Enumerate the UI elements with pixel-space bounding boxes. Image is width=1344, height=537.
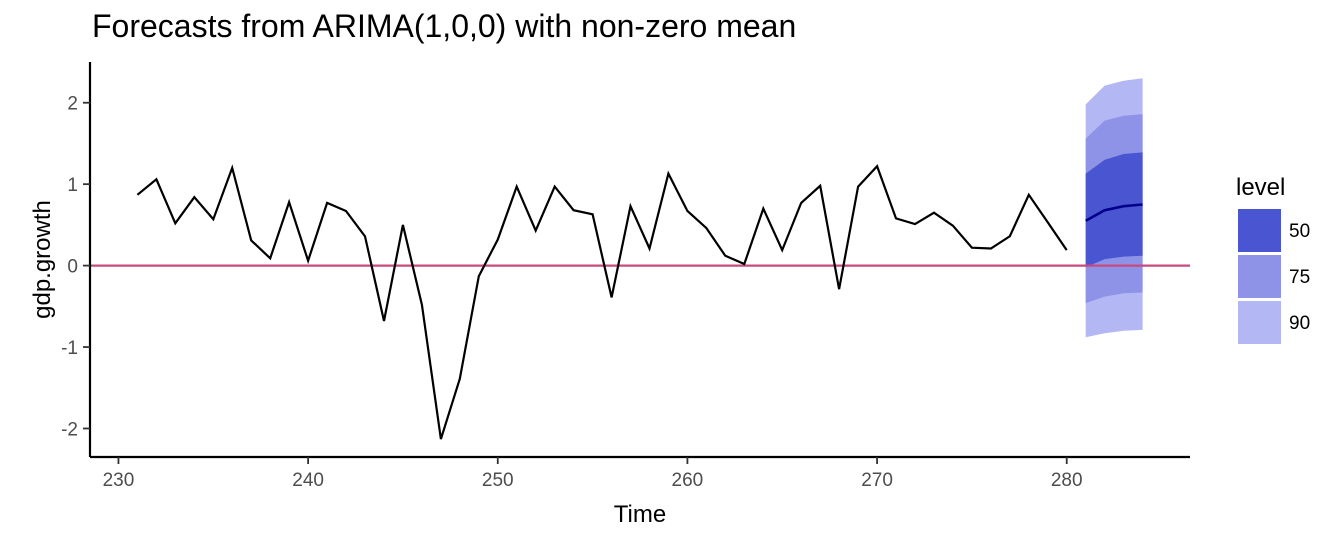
y-tick-label: 1 <box>67 175 78 196</box>
legend: level 50 75 90 <box>1236 174 1310 344</box>
x-tick-label: 240 <box>292 470 324 491</box>
legend-label: 90 <box>1289 313 1310 334</box>
legend-title: level <box>1236 174 1285 201</box>
legend-key-90 <box>1238 301 1281 344</box>
legend-key-75 <box>1238 255 1281 298</box>
interval-band-50 <box>1085 152 1143 268</box>
y-tick-label: 2 <box>67 94 78 115</box>
axes <box>83 62 1190 464</box>
x-tick-label: 250 <box>482 470 514 491</box>
legend-label: 50 <box>1289 221 1310 242</box>
tick-labels: 230 240 250 260 270 280 -2 -1 0 1 2 <box>61 94 1082 491</box>
legend-label: 75 <box>1289 267 1310 288</box>
y-tick-label: -1 <box>61 338 78 359</box>
x-axis-title: Time <box>614 501 666 528</box>
y-tick-label: -2 <box>61 419 78 440</box>
history-series-line <box>136 164 1068 440</box>
x-tick-label: 230 <box>103 470 135 491</box>
x-tick-label: 280 <box>1051 470 1083 491</box>
x-tick-label: 260 <box>672 470 704 491</box>
forecast-mean-line <box>1085 203 1143 222</box>
legend-key-50 <box>1238 209 1281 252</box>
x-tick-label: 270 <box>861 470 893 491</box>
y-tick-label: 0 <box>67 257 78 278</box>
chart-title: Forecasts from ARIMA(1,0,0) with non-zer… <box>92 8 797 44</box>
y-axis-title: gdp.growth <box>29 200 56 319</box>
